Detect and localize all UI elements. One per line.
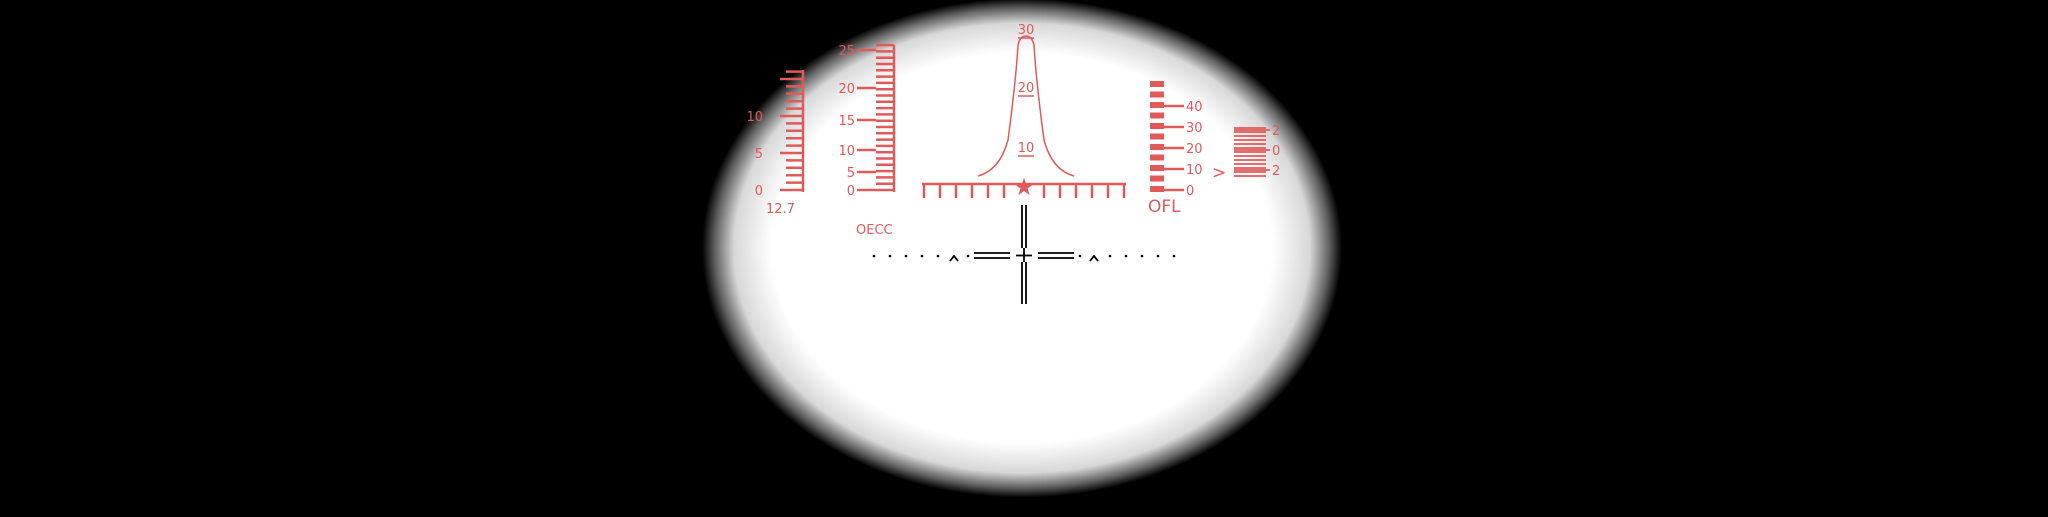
range-scale-label: 20: [838, 82, 855, 97]
stadia-dot: [872, 254, 876, 258]
ballistic-curve: 10 20 30: [977, 23, 1075, 177]
crosshair: [949, 205, 1099, 304]
left-scale: 0 5 10: [746, 70, 805, 199]
right-scale-block: [1150, 175, 1164, 182]
right-chevron-icon: [1089, 254, 1099, 262]
stadia-dot: [1078, 254, 1082, 258]
ballistic-curve-label: 30: [1018, 23, 1035, 38]
far-right-scale-label: 0: [1272, 144, 1280, 159]
far-right-scale-label: 2: [1272, 124, 1280, 139]
stadia-dot: [1124, 254, 1128, 258]
stadia-dot: [904, 254, 908, 258]
stadia-dot: [888, 254, 892, 258]
right-scale-label: 40: [1186, 100, 1203, 115]
right-scale-block: [1150, 81, 1164, 87]
stadia-dots: [872, 254, 1176, 258]
range-scale-label: 25: [838, 44, 855, 59]
right-scale-block: [1150, 154, 1164, 161]
right-mode-label: OFL: [1148, 197, 1181, 217]
left-chevron-icon: [949, 254, 959, 262]
ballistic-curve-line: [977, 35, 1075, 177]
stadia-dot: [936, 254, 940, 258]
horizontal-scale: [922, 182, 1126, 198]
right-scale-label: 30: [1186, 121, 1203, 136]
far-right-scale: 2 0 2: [1234, 124, 1280, 179]
caliber-label: 12.7: [766, 202, 795, 217]
right-scale-label: 10: [1186, 163, 1203, 178]
lens-field: [700, 0, 1344, 500]
ballistic-curve-label: 20: [1018, 81, 1035, 96]
left-scale-label: 0: [755, 184, 763, 199]
right-scale-block: [1150, 91, 1164, 98]
range-scale: 0 5 10 15 20 25: [838, 43, 896, 199]
range-scale-label: 10: [838, 144, 855, 159]
ballistic-curve-label: 10: [1018, 141, 1035, 156]
stadia-dot: [920, 254, 924, 258]
stadia-dot: [1108, 254, 1112, 258]
left-scale-label: 5: [755, 147, 763, 162]
stadia-dot: [966, 254, 970, 258]
stadia-dot: [1172, 254, 1176, 258]
range-scale-label: 5: [847, 166, 855, 181]
far-right-scale-label: 2: [1272, 164, 1280, 179]
star-icon: ★: [1013, 173, 1035, 201]
right-scale: 0 10 20 30 40: [1150, 81, 1203, 199]
pointer-icon: >: [1212, 163, 1226, 183]
stadia-dot: [1156, 254, 1160, 258]
left-scale-label: 10: [746, 110, 763, 125]
range-mode-label: OECC: [856, 223, 893, 238]
right-scale-block: [1150, 112, 1164, 119]
right-scale-label: 20: [1186, 142, 1203, 157]
right-scale-label: 0: [1186, 184, 1194, 199]
right-scale-block: [1150, 133, 1164, 140]
range-scale-label: 15: [838, 114, 855, 129]
stadia-dot: [1140, 254, 1144, 258]
range-scale-label: 0: [847, 184, 855, 199]
